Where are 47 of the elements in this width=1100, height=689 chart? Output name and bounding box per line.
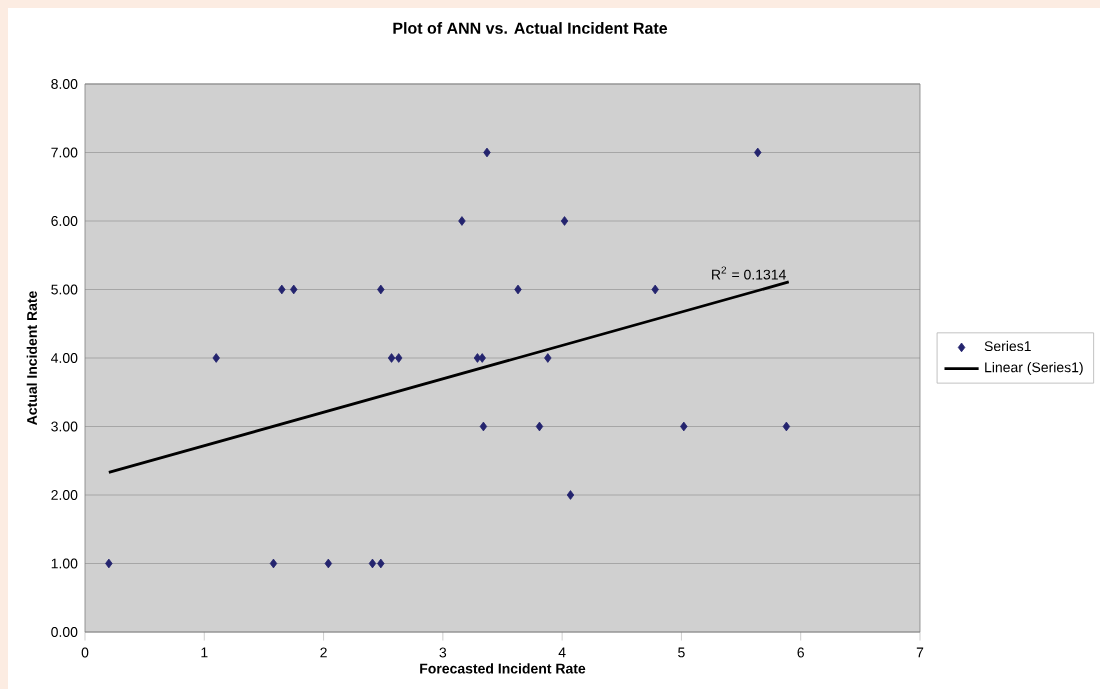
point [377, 558, 385, 569]
point [544, 353, 552, 363]
y-axis-title: Actual Incident Rate [26, 291, 37, 425]
point [754, 147, 762, 158]
point [395, 353, 403, 363]
x-axis-title: Forecasted Incident Rate [420, 663, 586, 674]
point [324, 558, 333, 569]
point [290, 284, 298, 295]
point [458, 216, 466, 226]
y-tick-label: 7.00 [51, 147, 78, 158]
y-tick-label: 4.00 [51, 353, 78, 363]
point [278, 284, 286, 295]
x-tick-label: 6 [797, 647, 804, 658]
point [514, 284, 522, 295]
point [560, 216, 569, 226]
x-tick-label: 2 [320, 647, 327, 658]
point [535, 421, 544, 432]
point [680, 421, 688, 432]
legend-label: Series1 [984, 340, 1031, 352]
y-tick-label: 3.00 [51, 421, 78, 432]
point [782, 421, 791, 432]
point [566, 490, 575, 500]
chart-title: Plot of ANN vs. Actual Incident Rate [393, 22, 668, 34]
y-tick-label: 8.00 [51, 79, 78, 89]
y-tick-label: 0.00 [51, 627, 78, 637]
point [387, 353, 396, 363]
point [479, 421, 488, 432]
y-tick-label: 6.00 [51, 216, 78, 226]
point [212, 353, 220, 363]
point [483, 147, 491, 158]
x-tick-label: 7 [916, 647, 924, 658]
x-tick-label: 0 [81, 647, 89, 658]
y-tick-label: 2.00 [51, 490, 78, 500]
y-tick-label: 5.00 [51, 284, 78, 295]
legend-label: Linear (Series1) [985, 362, 1083, 376]
x-tick-label: 5 [678, 647, 685, 658]
point [478, 353, 486, 363]
point [105, 558, 113, 569]
x-tick-label: 4 [558, 647, 566, 658]
y-tick-label: 1.00 [51, 558, 78, 569]
point [377, 284, 385, 295]
x-tick-label: 1 [201, 647, 208, 658]
x-tick-label: 3 [439, 647, 447, 658]
point [651, 284, 659, 295]
point [269, 558, 278, 569]
point [368, 558, 377, 569]
annotation: R$^{2}$ = 0.1314 [712, 266, 786, 280]
